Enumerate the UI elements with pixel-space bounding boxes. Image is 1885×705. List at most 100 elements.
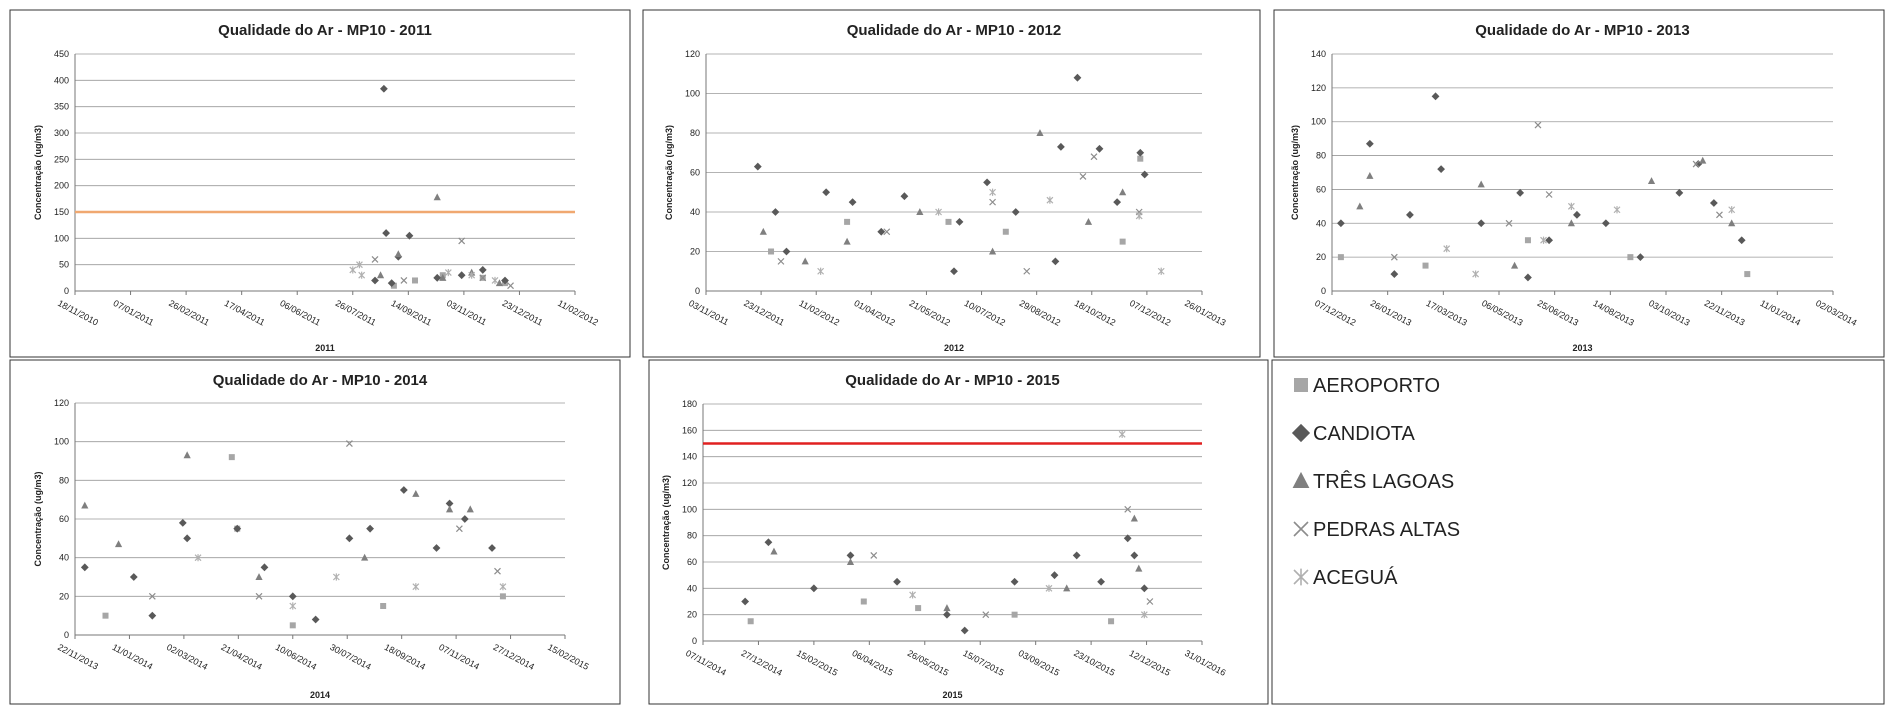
data-point bbox=[466, 505, 474, 513]
data-point bbox=[1365, 139, 1374, 148]
x-tick-label: 07/11/2014 bbox=[437, 642, 481, 672]
y-tick-label: 0 bbox=[64, 286, 69, 296]
data-point bbox=[382, 229, 391, 237]
data-point bbox=[1146, 598, 1154, 605]
y-tick-label: 100 bbox=[54, 233, 69, 243]
data-point bbox=[950, 267, 958, 276]
data-point bbox=[1524, 237, 1531, 244]
data-point bbox=[1010, 577, 1019, 586]
data-point bbox=[233, 524, 242, 533]
y-tick-label: 20 bbox=[690, 247, 700, 257]
y-tick-label: 60 bbox=[1316, 184, 1326, 194]
y-tick-label: 120 bbox=[685, 49, 700, 59]
legend-marker bbox=[1294, 378, 1308, 392]
x-tick-label: 26/01/2013 bbox=[1183, 298, 1227, 328]
data-point bbox=[433, 273, 442, 282]
data-point bbox=[228, 454, 235, 461]
data-point bbox=[1366, 171, 1374, 179]
chart-title: Qualidade do Ar - MP10 - 2013 bbox=[1475, 22, 1690, 39]
data-point bbox=[361, 553, 369, 561]
x-tick-label: 02/03/2014 bbox=[1814, 298, 1858, 328]
data-point bbox=[1601, 219, 1610, 228]
data-point bbox=[1709, 199, 1718, 207]
data-point bbox=[943, 604, 951, 612]
legend-marker bbox=[1291, 423, 1311, 443]
data-point bbox=[1627, 254, 1634, 261]
legend-label: PEDRAS ALTAS bbox=[1313, 519, 1460, 541]
y-tick-label: 140 bbox=[682, 452, 697, 462]
x-tick-label: 27/12/2014 bbox=[492, 642, 536, 672]
data-point bbox=[412, 489, 420, 497]
data-point bbox=[356, 261, 363, 269]
data-point bbox=[1510, 261, 1519, 269]
data-point bbox=[759, 227, 767, 235]
data-point bbox=[1073, 73, 1082, 82]
data-point bbox=[102, 612, 109, 619]
data-point bbox=[433, 193, 441, 201]
data-point bbox=[943, 610, 951, 619]
data-point bbox=[458, 237, 466, 245]
data-point bbox=[1011, 611, 1018, 618]
data-point bbox=[1675, 188, 1684, 197]
x-tick-label: 11/01/2014 bbox=[111, 642, 155, 672]
x-tick-label: 06/05/2013 bbox=[1480, 298, 1524, 328]
legend-label: AEROPORTO bbox=[1313, 375, 1440, 397]
y-tick-label: 120 bbox=[682, 478, 697, 488]
data-point bbox=[741, 597, 750, 606]
data-point bbox=[289, 602, 297, 610]
y-tick-label: 50 bbox=[59, 260, 69, 270]
data-point bbox=[412, 583, 420, 591]
x-tick-label: 06/06/2011 bbox=[278, 298, 322, 328]
y-tick-label: 0 bbox=[695, 286, 700, 296]
y-axis-label: Concentração (ug/m3) bbox=[661, 475, 671, 570]
data-point bbox=[1119, 238, 1126, 245]
y-tick-label: 0 bbox=[692, 636, 697, 646]
data-point bbox=[860, 598, 867, 605]
y-tick-label: 80 bbox=[59, 475, 69, 485]
data-point bbox=[1716, 211, 1723, 219]
data-point bbox=[1063, 584, 1071, 592]
data-point bbox=[983, 178, 991, 187]
data-point bbox=[1136, 148, 1145, 157]
y-axis-label: Concentração (ug/m3) bbox=[33, 471, 43, 566]
x-axis-label: 2015 bbox=[942, 690, 962, 700]
data-point bbox=[747, 618, 754, 625]
panel-border bbox=[1273, 9, 1885, 358]
data-point bbox=[491, 276, 499, 285]
chart-title: Qualidade do Ar - MP10 - 2011 bbox=[218, 22, 432, 39]
data-point bbox=[1002, 228, 1009, 235]
data-point bbox=[900, 192, 909, 201]
x-tick-label: 23/12/2011 bbox=[742, 298, 786, 328]
y-tick-label: 80 bbox=[1316, 151, 1326, 161]
y-tick-label: 100 bbox=[54, 437, 69, 447]
x-tick-label: 06/04/2015 bbox=[850, 648, 894, 678]
data-point bbox=[129, 573, 138, 581]
data-point bbox=[379, 84, 388, 93]
data-point bbox=[376, 271, 385, 279]
x-tick-label: 15/02/2015 bbox=[546, 642, 590, 672]
data-point bbox=[1477, 180, 1485, 188]
y-tick-label: 400 bbox=[54, 75, 69, 85]
x-tick-label: 26/01/2013 bbox=[1369, 298, 1413, 328]
data-point bbox=[877, 227, 886, 236]
x-tick-label: 18/10/2012 bbox=[1073, 298, 1117, 328]
data-point bbox=[445, 499, 454, 508]
data-point bbox=[916, 208, 924, 215]
data-point bbox=[1135, 212, 1143, 220]
x-tick-label: 07/12/2012 bbox=[1313, 298, 1357, 328]
data-point bbox=[183, 451, 191, 459]
data-point bbox=[1118, 430, 1126, 438]
data-point bbox=[1084, 217, 1093, 225]
data-point bbox=[777, 257, 785, 265]
data-point bbox=[846, 551, 855, 560]
data-point bbox=[1072, 551, 1081, 560]
y-tick-label: 40 bbox=[59, 553, 69, 563]
panel-border bbox=[642, 9, 1261, 358]
x-tick-label: 18/11/2010 bbox=[56, 298, 100, 328]
data-point bbox=[1023, 267, 1031, 275]
data-point bbox=[1737, 236, 1746, 245]
data-point bbox=[255, 592, 263, 600]
data-point bbox=[394, 250, 402, 258]
data-point bbox=[1540, 236, 1547, 244]
x-tick-label: 02/03/2014 bbox=[165, 642, 209, 672]
